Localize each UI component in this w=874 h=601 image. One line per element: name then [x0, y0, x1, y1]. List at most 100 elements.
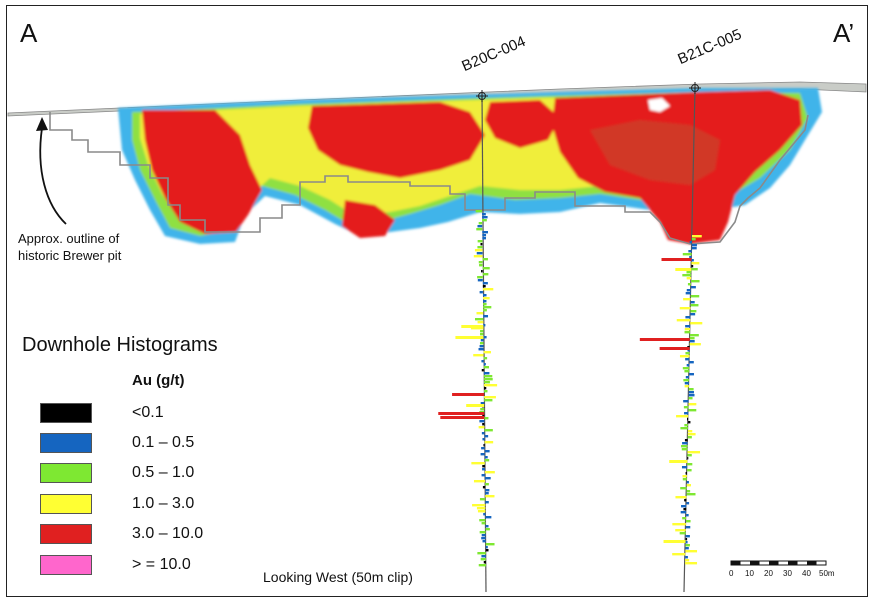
histogram-bar	[481, 369, 484, 372]
histogram-bar	[686, 277, 692, 280]
legend-item: <0.1	[40, 403, 300, 425]
histogram-bar	[481, 474, 485, 477]
histogram-bar	[675, 496, 687, 499]
histogram-bar	[682, 274, 692, 277]
histogram-bar	[479, 345, 484, 348]
histogram-bar	[483, 375, 493, 378]
histogram-bar	[688, 388, 694, 391]
histogram-bar	[483, 363, 486, 366]
histogram-bar	[684, 439, 688, 442]
histogram-bar	[483, 303, 487, 306]
histogram-bar	[480, 330, 484, 333]
histogram-bar	[691, 280, 700, 283]
histogram-bar	[484, 399, 493, 402]
histogram-bar	[661, 258, 692, 261]
legend-swatch	[40, 555, 92, 575]
histogram-bar	[680, 487, 687, 490]
histogram-bar	[688, 409, 697, 412]
histogram-bar	[481, 270, 483, 273]
histogram-bar	[484, 471, 495, 474]
grade-shell-model	[118, 88, 822, 244]
histogram-bar	[686, 490, 691, 493]
histogram-bar	[687, 436, 692, 439]
histogram-bar	[679, 532, 686, 535]
histogram-bar	[461, 325, 484, 328]
histogram-bar	[482, 231, 488, 234]
histogram-bar	[438, 412, 485, 415]
histogram-bar	[485, 477, 491, 480]
legend-label: 1.0 – 3.0	[132, 495, 195, 512]
histogram-bar	[691, 268, 698, 271]
histogram-bar	[484, 441, 494, 444]
histogram-bar	[688, 250, 692, 253]
legend-swatch	[40, 494, 92, 514]
histogram-bar	[480, 339, 484, 342]
histogram-bar	[481, 360, 484, 363]
histogram-bar	[482, 465, 485, 468]
histogram-bar	[481, 432, 485, 435]
histogram-bar	[686, 271, 692, 274]
histogram-bar	[479, 498, 486, 501]
histogram-bar	[473, 255, 483, 258]
histogram-bar	[688, 403, 697, 406]
view-direction-note: Looking West (50m clip)	[263, 569, 413, 585]
histogram-bar	[686, 289, 691, 292]
legend-swatch	[40, 463, 92, 483]
histogram-bar	[482, 414, 485, 417]
histogram-bar	[482, 294, 487, 297]
pit-annotation-arrow	[39, 127, 67, 225]
histogram-bar	[681, 505, 687, 508]
histogram-bar	[474, 318, 484, 321]
histogram-bar	[470, 327, 484, 330]
histogram-bar	[478, 348, 484, 351]
legend-label: <0.1	[132, 404, 164, 421]
histogram-bar	[481, 555, 486, 558]
arrowhead-icon	[36, 117, 48, 131]
histogram-bar	[690, 304, 699, 307]
histogram-bar	[689, 373, 694, 376]
histogram-bar	[688, 391, 694, 394]
histogram-bar	[684, 385, 689, 388]
histogram-bar	[478, 222, 483, 225]
scale-tick-label: 50m	[819, 569, 835, 578]
legend-label: 3.0 – 10.0	[132, 525, 204, 542]
histogram-bar	[687, 457, 689, 460]
legend-swatch	[40, 403, 92, 423]
histogram-bar	[485, 489, 490, 492]
scale-tick-label: 30	[783, 569, 792, 578]
legend-title: Downhole Histograms	[22, 334, 218, 356]
histogram-bar	[676, 415, 689, 418]
histogram-bar	[479, 264, 483, 267]
histogram-bar	[682, 517, 687, 520]
histogram-bar	[477, 321, 484, 324]
histogram-bar	[484, 417, 489, 420]
histogram-bar	[480, 408, 485, 411]
downhole-histogram-b20c-004	[438, 210, 498, 567]
histogram-bar	[485, 495, 495, 498]
collar-marker-b20c-004	[476, 90, 488, 102]
histogram-bar	[686, 502, 690, 505]
histogram-bar	[482, 288, 494, 291]
histogram-bar	[477, 276, 483, 279]
histogram-bar	[689, 361, 694, 364]
histogram-bar	[483, 384, 498, 387]
histogram-bar	[687, 469, 692, 472]
histogram-bar	[482, 438, 485, 441]
histogram-bar	[475, 210, 482, 213]
histogram-bar	[479, 420, 485, 423]
histogram-bar	[483, 300, 487, 303]
histogram-bar	[685, 316, 691, 319]
histogram-bar	[687, 349, 690, 352]
histogram-bar	[685, 535, 690, 538]
histogram-bar	[690, 322, 703, 325]
histogram-bar	[477, 240, 483, 243]
histogram-bar	[685, 538, 688, 541]
histogram-bar	[478, 426, 485, 429]
histogram-bar	[690, 310, 697, 313]
histogram-bar	[684, 328, 691, 331]
histogram-bar	[483, 351, 491, 354]
histogram-bar	[478, 564, 486, 567]
histogram-bar	[685, 292, 691, 295]
histogram-bar	[689, 337, 695, 340]
histogram-bar	[476, 228, 483, 231]
